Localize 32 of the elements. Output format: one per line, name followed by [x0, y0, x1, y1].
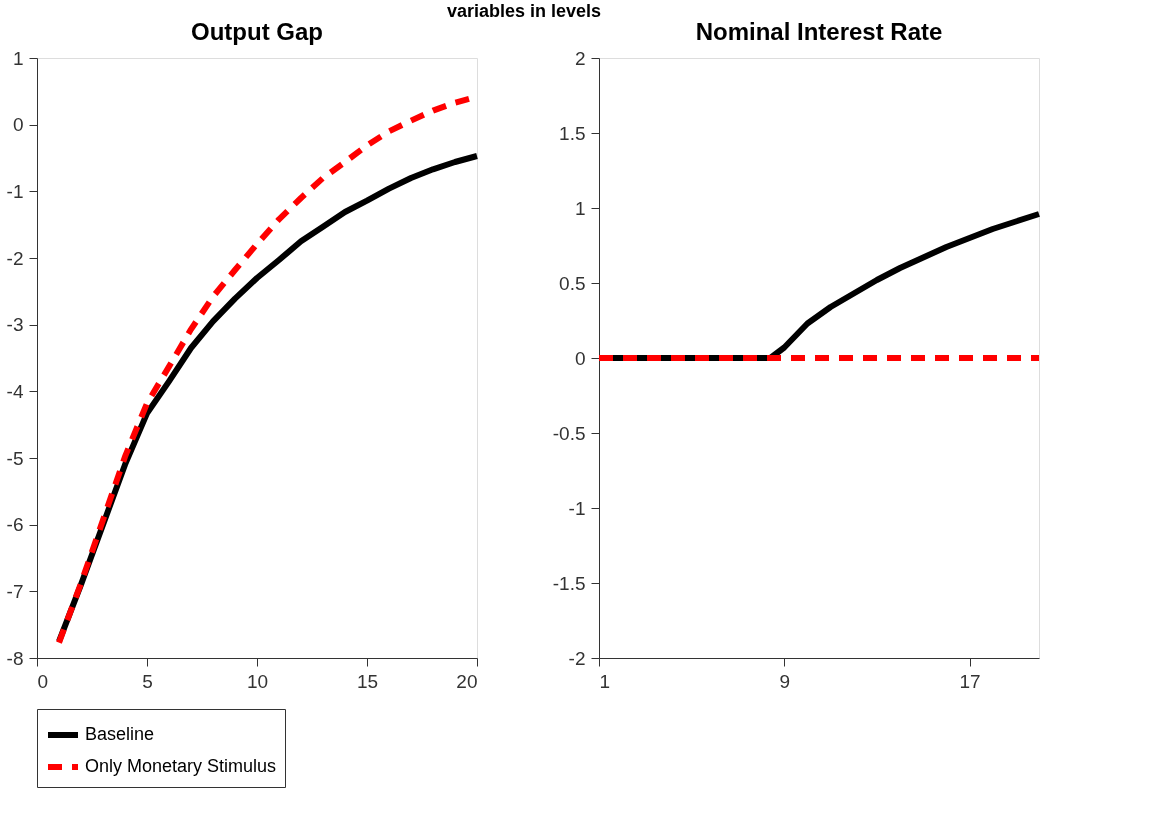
- y-tick-label: 0: [574, 347, 586, 369]
- y-tick-label: 0.5: [559, 272, 586, 294]
- legend-label: Only Monetary Stimulus: [85, 756, 277, 776]
- chart-title: Output Gap: [191, 18, 323, 45]
- x-tick-label: 15: [356, 670, 379, 692]
- legend-label: Baseline: [85, 724, 155, 744]
- y-tick-label: -1: [568, 497, 586, 519]
- y-tick-label: 1: [12, 47, 24, 69]
- y-tick-label: -6: [6, 514, 24, 536]
- x-tick-label: 20: [456, 670, 478, 692]
- y-tick-label: -8: [6, 647, 24, 669]
- y-tick-label: -2: [6, 247, 24, 269]
- y-tick-label: -1.5: [552, 572, 586, 594]
- chart-subtitle: variables in levels: [447, 0, 602, 21]
- x-tick-label: 0: [37, 670, 49, 692]
- x-tick-label: 9: [779, 670, 791, 692]
- y-tick-label: -2: [568, 647, 586, 669]
- chart-title: Nominal Interest Rate: [695, 18, 943, 45]
- y-tick-label: 1.5: [559, 122, 586, 144]
- y-tick-label: -0.5: [552, 422, 586, 444]
- y-tick-label: 2: [574, 47, 586, 69]
- x-tick-label: 17: [959, 670, 981, 692]
- y-tick-label: 0: [12, 114, 24, 136]
- x-tick-label: 1: [599, 670, 611, 692]
- x-tick-label: 10: [246, 670, 269, 692]
- y-tick-label: -1: [6, 180, 24, 202]
- y-tick-label: -4: [6, 380, 24, 402]
- y-tick-label: -5: [6, 447, 24, 469]
- y-tick-label: -3: [6, 314, 24, 336]
- y-tick-label: 1: [574, 197, 586, 219]
- x-tick-label: 5: [142, 670, 153, 692]
- y-tick-label: -7: [6, 580, 24, 602]
